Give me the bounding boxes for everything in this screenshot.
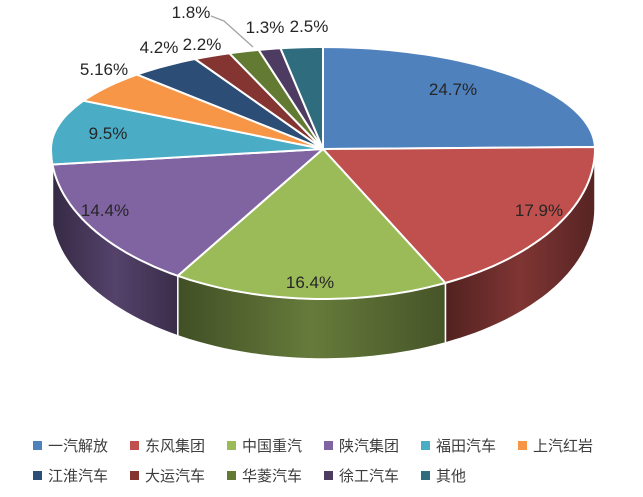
legend-swatch-icon <box>227 440 236 450</box>
legend-row-1: 一汽解放 东风集团 中国重汽 陕汽集团 福田汽车 上汽红岩 <box>33 430 633 460</box>
legend-row-2: 江淮汽车 大运汽车 华菱汽车 徐工汽车 其他 <box>33 460 633 490</box>
slice-label-4: 9.5% <box>89 124 128 143</box>
legend-swatch-icon <box>324 440 333 450</box>
pie-slice-1 <box>322 146 596 284</box>
slice-label-0: 24.7% <box>429 80 477 99</box>
legend-swatch-icon <box>518 440 527 450</box>
legend-item-3: 陕汽集团 <box>324 435 421 456</box>
legend-item-8: 华菱汽车 <box>227 465 324 486</box>
legend-swatch-icon <box>421 470 430 480</box>
legend-item-10: 其他 <box>421 465 518 486</box>
slice-label-6: 4.2% <box>140 38 179 57</box>
legend-swatch-icon <box>33 470 42 480</box>
pie-chart: 24.7% 17.9% 16.4% 14.4% 9.5% 5.16% 4.2% 2.2% 1.8… <box>50 3 596 360</box>
slice-label-8: 1.8% <box>172 3 211 22</box>
legend-item-4: 福田汽车 <box>421 435 518 456</box>
pie-slice-6 <box>135 58 324 150</box>
slice-label-3: 14.4% <box>81 201 129 220</box>
legend-item-1: 东风集团 <box>130 435 227 456</box>
pie-slice-5 <box>82 73 324 150</box>
legend-label: 一汽解放 <box>48 438 109 455</box>
legend-label: 中国重汽 <box>242 438 303 455</box>
legend-label: 福田汽车 <box>436 438 497 455</box>
legend-swatch-icon <box>33 440 42 450</box>
slice-label-5: 5.16% <box>80 60 128 79</box>
legend-label: 其他 <box>436 468 467 485</box>
pie-slice-4 <box>50 99 324 166</box>
pie-slice-10 <box>279 46 324 150</box>
legend-swatch-icon <box>324 470 333 480</box>
legend-label: 大运汽车 <box>145 468 206 485</box>
chart-legend: 一汽解放 东风集团 中国重汽 陕汽集团 福田汽车 上汽红岩江淮汽车 大运汽车 华菱汽车 徐工汽车… <box>33 430 633 490</box>
legend-item-0: 一汽解放 <box>33 435 130 456</box>
legend-label: 上汽红岩 <box>533 438 594 455</box>
label-leader-line <box>210 15 254 48</box>
legend-swatch-icon <box>227 470 236 480</box>
legend-swatch-icon <box>130 470 139 480</box>
slice-label-2: 16.4% <box>286 273 334 292</box>
legend-swatch-icon <box>130 440 139 450</box>
legend-label: 陕汽集团 <box>339 438 400 455</box>
legend-label: 徐工汽车 <box>339 468 400 485</box>
legend-label: 东风集团 <box>145 438 206 455</box>
legend-item-2: 中国重汽 <box>227 435 324 456</box>
legend-swatch-icon <box>421 440 430 450</box>
pie-slice-0 <box>322 46 596 150</box>
legend-item-6: 江淮汽车 <box>33 465 130 486</box>
legend-label: 江淮汽车 <box>48 468 109 485</box>
slice-label-7: 2.2% <box>183 35 222 54</box>
pie-slice-2 <box>176 148 447 300</box>
slice-label-9: 1.3% <box>246 18 285 37</box>
legend-item-9: 徐工汽车 <box>324 465 421 486</box>
slice-label-1: 17.9% <box>515 201 563 220</box>
legend-item-7: 大运汽车 <box>130 465 227 486</box>
pie-slice-3 <box>51 148 324 277</box>
legend-label: 华菱汽车 <box>242 468 303 485</box>
legend-item-5: 上汽红岩 <box>518 435 615 456</box>
slice-label-10: 2.5% <box>290 17 329 36</box>
